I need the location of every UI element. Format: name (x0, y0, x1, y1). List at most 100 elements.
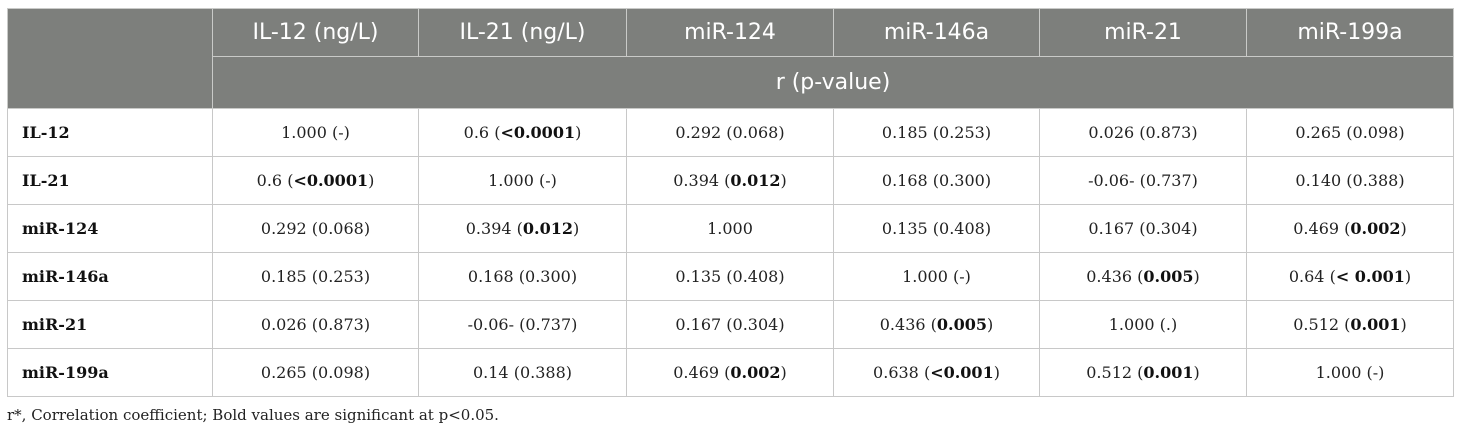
table-cell: 0.512 (0.001) (1039, 348, 1247, 397)
cell-r-value: 0.185 (881, 123, 928, 142)
cell-p-value: 0.737 (525, 315, 572, 334)
cell-r-value: 0.168 (881, 171, 928, 190)
table-cell: 0.167 (0.304) (1039, 204, 1247, 253)
table-cell: 0.394 (0.012) (418, 204, 627, 253)
correlation-table: IL-12 (ng/L) IL-21 (ng/L) miR-124 miR-14… (7, 8, 1454, 397)
column-header: IL-12 (ng/L) (212, 8, 419, 57)
cell-r-value: 0.14 (472, 363, 509, 382)
table-cell: 1.000 (626, 204, 834, 253)
header-row: IL-12 (ng/L) IL-21 (ng/L) miR-124 miR-14… (7, 8, 1454, 109)
cell-r-value: 0.167 (675, 315, 722, 334)
row-label: miR-146a (7, 252, 213, 301)
cell-p-value: 0.005 (1143, 267, 1194, 286)
cell-p-value: 0.098 (1352, 123, 1399, 142)
cell-p-value: 0.005 (936, 315, 987, 334)
cell-r-value: 0.469 (673, 363, 720, 382)
cell-p-value: 0.408 (939, 219, 985, 238)
table-cell: 0.14 (0.388) (418, 348, 627, 397)
cell-p-value: 0.300 (939, 171, 985, 190)
table-cell: 1.000 (-) (1246, 348, 1454, 397)
cell-p-value: < 0.001 (1335, 267, 1405, 286)
cell-p-value: 0.304 (732, 315, 779, 334)
cell-r-value: 0.135 (675, 267, 722, 286)
cell-p-value: 0.098 (318, 363, 364, 382)
row-label: IL-12 (7, 108, 213, 157)
cell-r-value: 0.394 (465, 219, 512, 238)
row-label: miR-124 (7, 204, 213, 253)
cell-r-value: -0.06- (1088, 171, 1135, 190)
table-cell: -0.06- (0.737) (418, 300, 627, 349)
table-cell: 0.185 (0.253) (212, 252, 419, 301)
cell-p-value: 0.873 (318, 315, 364, 334)
table-cell: 0.026 (0.873) (212, 300, 419, 349)
table-cell: 1.000 (.) (1039, 300, 1247, 349)
table-cell: 0.265 (0.098) (1246, 108, 1454, 157)
cell-p-value: 0.388 (519, 363, 566, 382)
cell-p-value: 0.253 (939, 123, 985, 142)
table-cell: 0.6 (<0.0001) (418, 108, 627, 157)
cell-r-value: 0.6 (463, 123, 490, 142)
table-row: miR-146a 0.185 (0.253) 0.168 (0.300) 0.135 … (7, 252, 1454, 301)
cell-r-value: 0.512 (1086, 363, 1133, 382)
cell-r-value: 0.469 (1293, 219, 1340, 238)
table-cell: 0.135 (0.408) (833, 204, 1040, 253)
cell-r-value: 1.000 (902, 267, 948, 286)
table-footnote: r*, Correlation coefficient; Bold values… (7, 406, 499, 424)
cell-r-value: 0.026 (1088, 123, 1135, 142)
correlation-table-container: IL-12 (ng/L) IL-21 (ng/L) miR-124 miR-14… (7, 8, 1454, 397)
cell-r-value: 0.6 (256, 171, 283, 190)
cell-r-value: 0.436 (879, 315, 926, 334)
column-header: IL-21 (ng/L) (418, 8, 627, 57)
cell-p-value: 0.388 (1352, 171, 1399, 190)
row-label: miR-199a (7, 348, 213, 397)
cell-p-value: 0.001 (1350, 315, 1401, 334)
cell-r-value: 0.135 (881, 219, 928, 238)
table-header: IL-12 (ng/L) IL-21 (ng/L) miR-124 miR-14… (7, 8, 1454, 109)
table-cell: 0.638 (<0.001) (833, 348, 1040, 397)
table-cell: 0.292 (0.068) (212, 204, 419, 253)
cell-p-value: 0.012 (522, 219, 573, 238)
cell-r-value: 0.265 (260, 363, 307, 382)
cell-p-value: 0.068 (318, 219, 364, 238)
table-cell: 1.000 (-) (212, 108, 419, 157)
cell-p-value: 0.408 (732, 267, 779, 286)
table-cell: 0.135 (0.408) (626, 252, 834, 301)
row-label: IL-21 (7, 156, 213, 205)
cell-r-value: 0.292 (675, 123, 722, 142)
table-cell: 0.265 (0.098) (212, 348, 419, 397)
table-cell: 0.469 (0.002) (1246, 204, 1454, 253)
cell-r-value: 0.292 (260, 219, 307, 238)
cell-r-value: 0.394 (673, 171, 720, 190)
table-cell: 0.512 (0.001) (1246, 300, 1454, 349)
cell-p-value: 0.300 (525, 267, 571, 286)
cell-r-value: 0.64 (1288, 267, 1325, 286)
row-label: miR-21 (7, 300, 213, 349)
cell-p-value: <0.0001 (293, 171, 369, 190)
column-header: miR-21 (1039, 8, 1247, 57)
table-cell: 0.140 (0.388) (1246, 156, 1454, 205)
cell-p-value: - (959, 267, 965, 286)
column-header: miR-124 (626, 8, 834, 57)
cell-p-value: - (338, 123, 344, 142)
cell-p-value: . (1165, 315, 1171, 334)
cell-r-value: 1.000 (1315, 363, 1362, 382)
cell-r-value: 1.000 (281, 123, 327, 142)
table-body: IL-12 1.000 (-) 0.6 (<0.0001) 0.292 (0.068)… (7, 108, 1454, 397)
cell-p-value: 0.737 (1145, 171, 1192, 190)
table-cell: 1.000 (-) (418, 156, 627, 205)
cell-p-value: <0.001 (930, 363, 994, 382)
cell-p-value: 0.873 (1145, 123, 1192, 142)
table-cell: 1.000 (-) (833, 252, 1040, 301)
cell-r-value: 1.000 (707, 219, 753, 238)
cell-r-value: 1.000 (488, 171, 534, 190)
cell-r-value: 1.000 (1108, 315, 1155, 334)
table-row: miR-199a 0.265 (0.098) 0.14 (0.388) 0.469 (… (7, 348, 1454, 397)
table-cell: -0.06- (0.737) (1039, 156, 1247, 205)
table-cell: 0.469 (0.002) (626, 348, 834, 397)
cell-p-value: 0.001 (1143, 363, 1194, 382)
table-cell: 0.167 (0.304) (626, 300, 834, 349)
table-cell: 0.168 (0.300) (418, 252, 627, 301)
table-cell: 0.026 (0.873) (1039, 108, 1247, 157)
column-header: miR-146a (833, 8, 1040, 57)
table-row: miR-124 0.292 (0.068) 0.394 (0.012) 1.000 0.… (7, 204, 1454, 253)
